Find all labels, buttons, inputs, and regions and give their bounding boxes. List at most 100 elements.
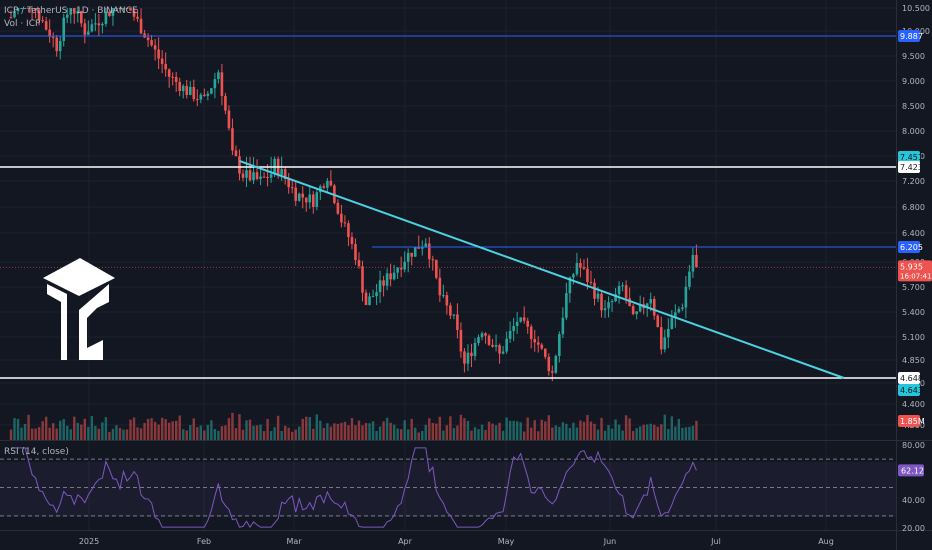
volume-bar: [635, 428, 638, 440]
volume-bar: [343, 421, 347, 440]
volume-bar: [336, 423, 340, 440]
volume-bar: [624, 415, 628, 440]
candle-body: [515, 321, 519, 327]
volume-bar: [428, 418, 431, 440]
volume-bar: [361, 425, 364, 440]
volume-bar: [607, 425, 610, 440]
candle-body: [118, 8, 122, 9]
price-tick-label: 4.850: [902, 356, 925, 365]
volume-bar: [646, 424, 649, 440]
candle-body: [41, 20, 44, 22]
volume-bar: [368, 423, 371, 440]
candle-body: [164, 64, 167, 70]
volume-bar: [417, 432, 420, 440]
candle-body: [294, 187, 298, 201]
volume-bar: [175, 420, 178, 440]
volume-bar: [424, 424, 427, 440]
candle-body: [304, 197, 308, 203]
volume-bar: [87, 426, 90, 440]
candle-body: [252, 172, 255, 181]
price-tick-label: 9.000: [902, 77, 925, 86]
candle-body: [69, 8, 73, 15]
volume-bar: [399, 429, 403, 440]
candle-body: [477, 337, 480, 343]
candle-body: [188, 86, 192, 95]
level-badge-7423-bg: [898, 161, 920, 173]
candle-body: [329, 180, 333, 186]
candle-body: [593, 282, 596, 299]
candle-body: [37, 10, 41, 21]
volume-bar: [213, 429, 217, 440]
candle-body: [543, 348, 547, 357]
level-badge-4648: 4.648: [900, 374, 923, 383]
volume-bar: [262, 431, 266, 440]
volume-bar: [551, 427, 554, 440]
volume-bar: [248, 419, 252, 440]
candle-body: [269, 174, 273, 178]
volume-bar: [308, 416, 311, 440]
volume-bar: [206, 424, 210, 440]
price-tick-label: 5.700: [902, 283, 925, 292]
volume-bar: [37, 427, 41, 440]
candle-body: [51, 36, 55, 38]
candle-body: [659, 327, 663, 350]
volume-bar: [544, 421, 547, 440]
volume-bar: [681, 427, 684, 440]
candle-body: [389, 273, 392, 280]
volume-bar: [526, 417, 529, 440]
candle-body: [224, 95, 227, 111]
volume-bar: [220, 426, 224, 440]
volume-bar: [210, 420, 213, 440]
candle-body: [227, 110, 231, 129]
volume-bar: [631, 430, 635, 440]
volume-bar: [357, 420, 361, 440]
price-tick-label: 6.800: [902, 203, 925, 212]
volume-bar: [575, 427, 579, 440]
candle-body: [568, 277, 572, 294]
candle-body: [638, 304, 642, 312]
volume-bar: [378, 426, 382, 440]
candle-body: [607, 302, 610, 309]
volume-bar: [287, 427, 290, 440]
volume-bar: [677, 418, 681, 440]
price-tick-label: 9.500: [902, 52, 925, 61]
candle-body: [536, 342, 540, 345]
volume-bar: [614, 419, 617, 440]
volume-bar: [55, 428, 58, 440]
candle-body: [512, 326, 515, 331]
volume-bar: [20, 427, 23, 440]
candle-body: [241, 173, 245, 178]
volume-bar: [480, 424, 484, 440]
candle-body: [27, 8, 30, 9]
volume-bar: [80, 424, 83, 440]
candle-body: [125, 8, 129, 9]
candle-body: [122, 8, 125, 9]
volume-bar: [143, 422, 146, 440]
volume-bar: [238, 414, 241, 440]
level-badge-9887-bg: [898, 30, 920, 42]
volume-bar: [452, 428, 456, 440]
candle-body: [565, 293, 568, 318]
price-tick-label: 8.000: [902, 127, 925, 136]
volume-bar: [477, 429, 480, 440]
rsi-tick-label: 40.00: [902, 496, 925, 505]
candle-body: [603, 308, 607, 311]
trendline: [239, 159, 845, 379]
price-tick-label: 5.400: [902, 308, 925, 317]
time-tick-label: Apr: [398, 537, 413, 546]
candle-body: [681, 307, 684, 309]
volume-bar: [593, 423, 596, 440]
volume-bar: [498, 422, 501, 440]
candle-body: [413, 246, 417, 257]
volume-bar: [561, 422, 565, 440]
volume-bar: [252, 425, 255, 440]
volume-bar: [90, 416, 94, 440]
candle-body: [487, 335, 491, 345]
volume-bar: [69, 429, 72, 440]
candle-body: [245, 170, 248, 178]
volume-bar: [41, 421, 44, 440]
volume-bar: [385, 417, 389, 440]
candle-body: [505, 338, 508, 352]
